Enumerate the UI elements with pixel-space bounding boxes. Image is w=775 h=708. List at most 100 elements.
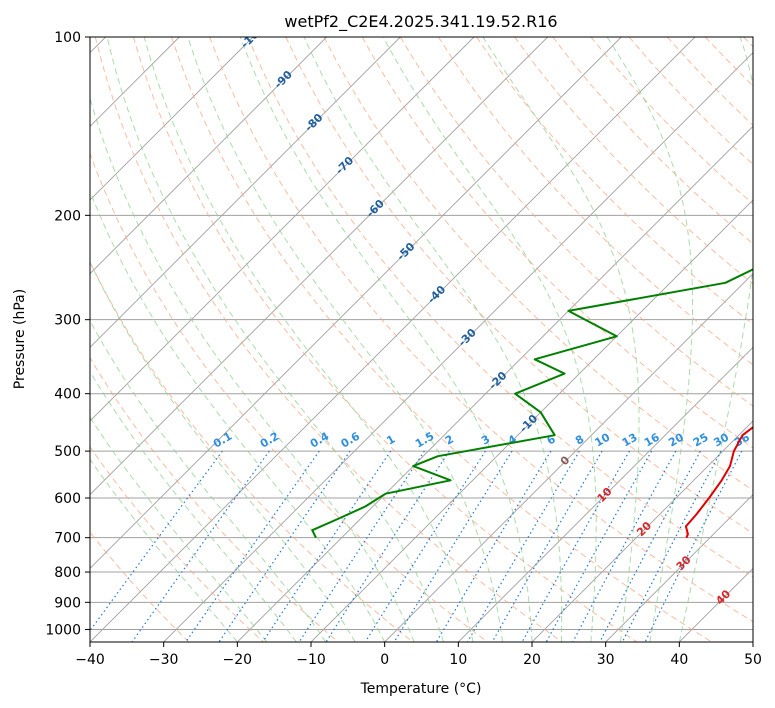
mixing-ratio-label: 1	[384, 433, 397, 448]
temperature-profile-line	[684, 426, 753, 539]
dry-adiabat-line	[743, 37, 753, 48]
isotherm-line	[384, 273, 753, 642]
mixing-ratio-label: 6	[545, 432, 558, 447]
dry-adiabat-line	[552, 37, 753, 245]
isotherm-line	[90, 37, 327, 275]
x-axis: −40 −30 −20 −10 0 10 20 30 40 50	[75, 642, 762, 668]
isotherm-label: -10	[517, 412, 540, 435]
dry-adiabat-line	[247, 37, 753, 578]
isotherm-line	[90, 37, 622, 569]
mixing-ratio-label: 8	[573, 433, 586, 448]
mixing-ratio-line	[131, 450, 270, 642]
y-tick-label: 800	[54, 565, 81, 581]
isotherm-line	[90, 37, 548, 496]
moist-adiabat-line	[239, 37, 533, 642]
y-axis: 100 200 300 400 500 600 700 800 900 1000	[45, 30, 90, 638]
y-tick-label: 100	[54, 30, 81, 46]
mixing-ratio-line	[491, 450, 603, 642]
y-tick-label: 700	[54, 531, 81, 547]
isotherm-label: -40	[425, 283, 448, 306]
isotherm-label: -20	[486, 369, 509, 392]
mixing-ratio-label: 3	[479, 433, 492, 448]
mixing-ratio-label: 10	[593, 430, 613, 449]
chart-title: wetPf2_C2E4.2025.341.19.52.R16	[284, 12, 557, 32]
moist-adiabat-line	[187, 37, 503, 642]
dry-adiabat-line	[323, 37, 753, 491]
isotherm-label: 0	[558, 453, 573, 468]
moist-adiabat-line	[303, 37, 563, 642]
moist-adiabat-line	[382, 37, 597, 642]
mixing-ratio-line	[325, 450, 450, 642]
x-tick-label: 30	[597, 652, 615, 668]
isotherm-line	[458, 346, 753, 642]
isotherm-label: 20	[634, 519, 654, 539]
dry-adiabat-line	[171, 37, 712, 642]
mixing-ratio-line	[435, 450, 552, 642]
dry-adiabat-line	[90, 356, 339, 642]
moist-adiabat-line	[90, 189, 386, 642]
x-tick-label: −40	[75, 652, 105, 668]
y-tick-label: 1000	[45, 622, 81, 638]
y-tick-label: 400	[54, 387, 81, 403]
dry-adiabat-line	[90, 260, 414, 642]
isotherm-line	[310, 199, 753, 642]
background-lines	[90, 37, 753, 642]
isotherm-line	[237, 125, 753, 642]
plot-frame	[89, 36, 754, 643]
isotherm-line	[605, 494, 753, 642]
dry-adiabat-line	[666, 37, 753, 126]
moist-adiabat-line	[90, 416, 268, 642]
moist-adiabat-line	[482, 37, 640, 642]
mixing-ratio-label: 0.1	[211, 430, 234, 451]
isotherm-label: -50	[394, 240, 417, 263]
mixing-ratio-label: 1.5	[413, 430, 436, 451]
mixing-ratio-line	[644, 450, 743, 642]
moist-adiabat-line	[143, 37, 474, 642]
dry-adiabat-line	[514, 37, 753, 285]
isotherm-line	[90, 37, 475, 422]
x-axis-label: Temperature (°C)	[360, 681, 482, 697]
plot-area: -100-90-80-70-60-50-40-30-20-10010203040…	[90, 37, 753, 642]
mixing-ratio-label: 13	[620, 431, 640, 450]
y-tick-label: 900	[54, 595, 81, 611]
isotherm-line	[752, 641, 753, 642]
x-tick-label: −10	[296, 652, 326, 668]
moist-adiabat-line	[90, 260, 356, 642]
isotherm-label: 40	[713, 587, 733, 607]
isotherm-line	[90, 37, 401, 348]
mixing-ratio-line	[218, 450, 351, 642]
moist-adiabat-line	[90, 319, 327, 642]
isotherm-line	[531, 420, 753, 642]
x-tick-label: −30	[149, 652, 179, 668]
mixing-ratio-label: 2	[443, 433, 456, 448]
profile-lines	[311, 268, 753, 539]
isotherm-line	[163, 52, 753, 642]
isotherm-label: -30	[456, 326, 479, 349]
dry-adiabat-line	[590, 37, 753, 205]
mixing-ratio-line	[599, 450, 702, 642]
mixing-ratio-line	[521, 450, 631, 642]
mixing-ratio-label: 30	[711, 430, 731, 449]
mixing-ratio-label: 16	[642, 430, 662, 449]
x-tick-label: 10	[449, 652, 467, 668]
isotherm-line	[90, 37, 696, 642]
moist-adiabat-line	[106, 37, 445, 642]
dry-adiabat-line	[704, 37, 753, 87]
moist-adiabat-line	[678, 37, 753, 642]
x-tick-label: 20	[523, 652, 541, 668]
y-tick-label: 300	[54, 313, 81, 329]
moist-adiabat-line	[90, 96, 415, 642]
mixing-ratio-line	[298, 450, 425, 642]
mixing-ratio-line	[466, 450, 580, 642]
mixing-ratio-line	[572, 450, 677, 642]
dry-adiabat-line	[132, 37, 638, 642]
moist-adiabat-line	[90, 370, 297, 642]
x-tick-label: −20	[223, 652, 253, 668]
isotherm-label: 30	[674, 553, 694, 573]
dry-adiabat-line	[90, 531, 190, 642]
mixing-ratio-label: 0.2	[258, 430, 281, 451]
dry-adiabat-line	[94, 37, 563, 642]
dry-adiabat-line	[285, 37, 753, 535]
mixing-ratio-line	[262, 450, 392, 642]
